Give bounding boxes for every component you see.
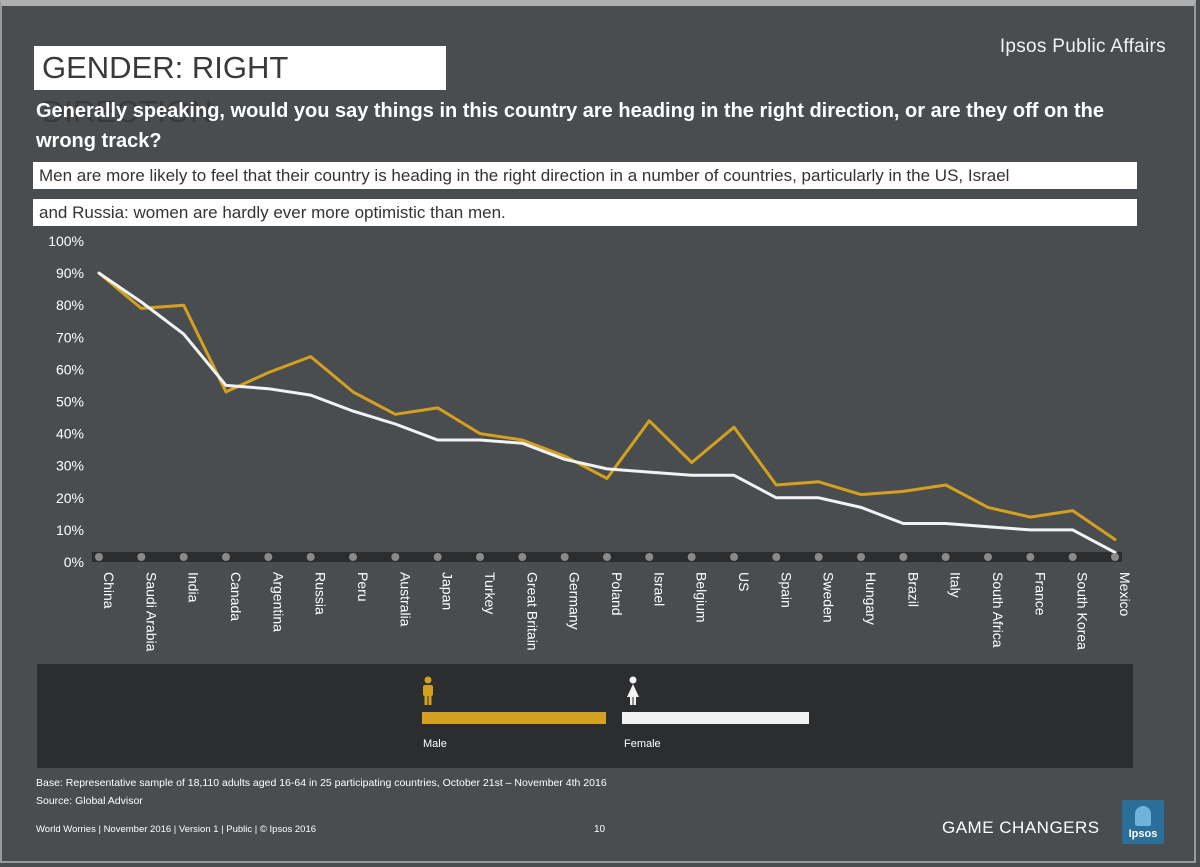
y-tick-label: 60% — [56, 361, 84, 377]
x-category-label: Saudi Arabia — [143, 572, 159, 652]
x-category-label: South Korea — [1075, 572, 1091, 650]
base-note: Base: Representative sample of 18,110 ad… — [36, 774, 607, 810]
category-marker — [899, 553, 908, 561]
category-marker — [560, 553, 569, 561]
y-tick-label: 0% — [64, 554, 84, 570]
category-marker — [433, 553, 442, 561]
y-tick-label: 10% — [56, 522, 84, 538]
category-marker — [476, 553, 484, 561]
x-category-label: Turkey — [482, 572, 498, 614]
x-category-label: Peru — [355, 572, 371, 602]
y-tick-label: 20% — [56, 490, 84, 506]
male-series-line — [97, 271, 1117, 541]
category-marker — [1111, 553, 1119, 561]
x-category-label: Spain — [778, 572, 794, 608]
ipsos-logo: Ipsos — [1122, 800, 1164, 844]
male-legend-label: Male — [423, 738, 447, 750]
game-changers-tagline: GAME CHANGERS — [942, 818, 1100, 837]
ipsos-logo-text: Ipsos — [1128, 828, 1158, 840]
x-category-label: Germany — [567, 572, 583, 630]
base-text: Base: Representative sample of 18,110 ad… — [36, 777, 607, 789]
category-marker — [730, 553, 738, 561]
category-marker — [857, 553, 865, 561]
x-category-label: Argentina — [270, 572, 286, 632]
category-marker — [306, 553, 315, 561]
x-category-label: Australia — [397, 572, 413, 627]
y-tick-label: 50% — [56, 394, 84, 410]
category-marker — [984, 553, 992, 561]
x-category-label: Belgium — [694, 572, 710, 623]
x-category-label: Great Britain — [524, 572, 540, 651]
page-number: 10 — [594, 824, 606, 835]
category-marker — [349, 553, 357, 561]
survey-question: Generally speaking, would you say things… — [36, 100, 1104, 152]
category-marker — [603, 553, 611, 561]
x-category-label: Italy — [948, 572, 964, 598]
y-tick-label: 30% — [56, 458, 84, 474]
category-marker — [95, 553, 103, 561]
source-text: Source: Global Advisor — [36, 795, 143, 807]
category-marker — [222, 553, 230, 561]
female-person-icon — [627, 676, 639, 705]
category-marker — [1026, 553, 1035, 561]
category-marker — [518, 553, 527, 561]
x-category-label: Russia — [313, 572, 329, 615]
category-marker — [645, 553, 654, 561]
male-legend-swatch — [422, 712, 606, 724]
slide-title: GENDER: RIGHT DIRECTION — [34, 46, 446, 129]
x-category-label: Poland — [609, 572, 625, 616]
x-category-label: India — [186, 572, 202, 603]
summary-note-line-1: Men are more likely to feel that their c… — [33, 162, 1137, 189]
x-category-label: France — [1032, 572, 1048, 616]
summary-note-line-2: and Russia: women are hardly ever more o… — [33, 199, 1137, 226]
x-category-label: Canada — [228, 572, 244, 621]
x-category-label: Sweden — [821, 572, 837, 623]
y-tick-label: 80% — [56, 297, 84, 313]
category-marker — [772, 553, 781, 561]
category-marker — [391, 553, 400, 561]
category-marker — [1068, 553, 1077, 561]
x-category-label: Mexico — [1117, 572, 1133, 617]
footer-info: World Worries | November 2016 | Version … — [36, 824, 317, 835]
y-tick-label: 100% — [48, 233, 84, 249]
female-series-line — [97, 271, 1117, 554]
x-category-label: South Africa — [990, 572, 1006, 648]
category-marker — [814, 553, 823, 561]
y-tick-label: 40% — [56, 426, 84, 442]
male-person-icon — [423, 676, 433, 705]
category-marker — [179, 553, 188, 561]
legend-panel: Male Female — [37, 664, 1133, 768]
female-legend-swatch — [622, 712, 809, 724]
y-tick-label: 70% — [56, 329, 84, 345]
x-category-label: US — [736, 572, 752, 591]
x-category-label: Hungary — [863, 572, 879, 625]
female-legend-label: Female — [624, 738, 661, 750]
x-category-label: Japan — [440, 572, 456, 610]
x-category-label: Brazil — [905, 572, 921, 607]
y-tick-label: 90% — [56, 265, 84, 281]
x-category-label: China — [101, 572, 117, 609]
x-category-label: Israel — [651, 572, 667, 606]
brand-name: Ipsos Public Affairs — [999, 36, 1166, 57]
category-marker — [137, 553, 146, 561]
category-marker — [687, 553, 696, 561]
category-marker — [264, 553, 273, 561]
category-marker — [941, 553, 950, 561]
